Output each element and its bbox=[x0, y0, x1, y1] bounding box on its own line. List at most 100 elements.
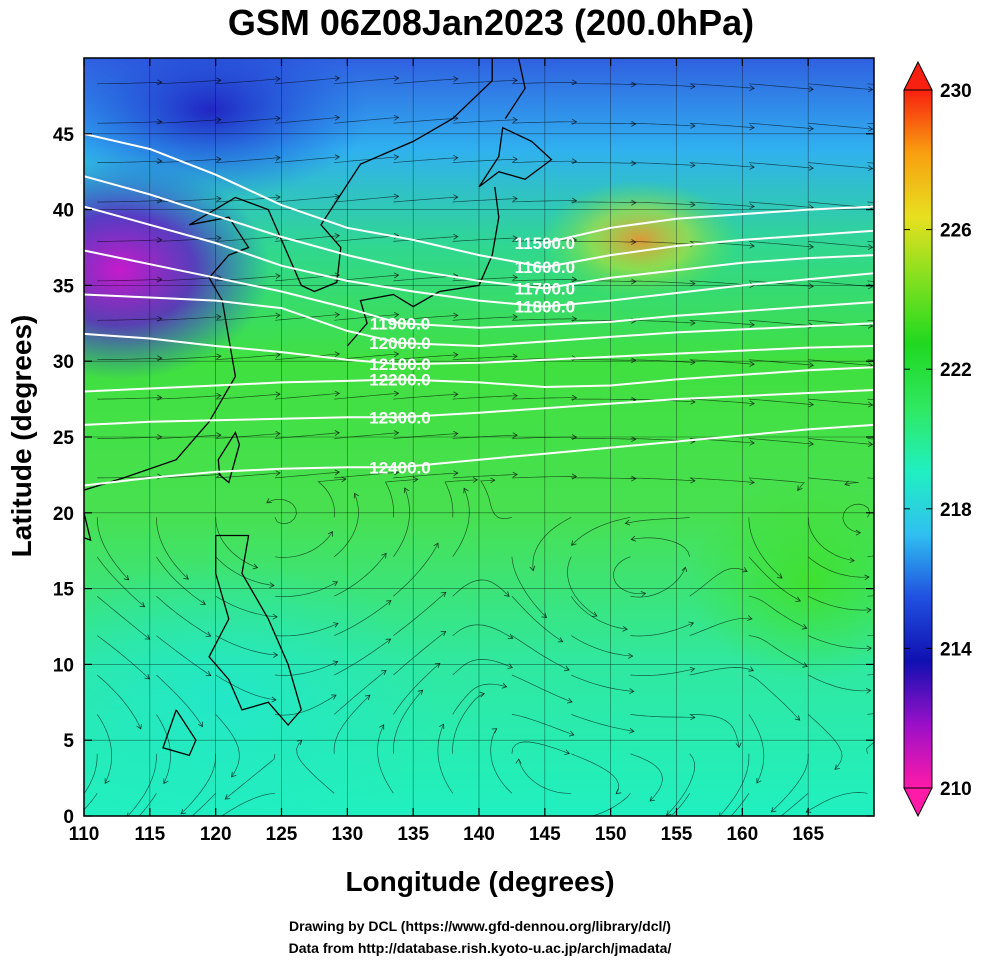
streamline bbox=[808, 359, 873, 366]
streamline-arrow bbox=[624, 519, 631, 526]
streamline-arrow bbox=[332, 660, 339, 666]
streamline bbox=[748, 83, 814, 90]
streamline bbox=[97, 239, 162, 242]
streamline bbox=[393, 433, 458, 439]
x-tick-label-110: 110 bbox=[69, 824, 100, 845]
streamline-arrow bbox=[216, 471, 222, 478]
streamline bbox=[613, 556, 646, 595]
streamline-arrow bbox=[665, 810, 672, 816]
colorbar-min-arrow bbox=[903, 787, 933, 818]
streamline-arrow bbox=[808, 243, 814, 250]
streamline bbox=[630, 477, 695, 482]
streamline bbox=[224, 753, 276, 800]
streamline bbox=[480, 479, 512, 519]
streamline-arrow bbox=[136, 723, 142, 730]
streamline bbox=[377, 724, 394, 794]
streamline-arrow bbox=[157, 434, 163, 441]
streamline bbox=[630, 280, 695, 285]
streamline-arrow bbox=[334, 311, 340, 318]
streamline-arrow bbox=[157, 237, 163, 243]
streamline bbox=[334, 235, 399, 242]
streamline bbox=[571, 83, 636, 85]
colorbar-tick-label-230: 230 bbox=[940, 81, 972, 102]
streamline-arrow bbox=[689, 666, 696, 673]
x-tick-155: 155 bbox=[661, 58, 693, 845]
streamline-arrow bbox=[742, 567, 748, 573]
streamline bbox=[630, 622, 694, 637]
streamline bbox=[393, 157, 458, 163]
streamline-arrow bbox=[749, 242, 755, 249]
contour-label-11800: 11800.0 bbox=[515, 298, 576, 317]
streamline bbox=[96, 674, 142, 730]
streamline-arrow bbox=[393, 430, 400, 436]
streamline-arrow bbox=[749, 282, 755, 289]
streamline bbox=[689, 359, 755, 365]
contour-11900 bbox=[84, 249, 874, 329]
streamline-arrow bbox=[200, 599, 206, 605]
streamline bbox=[571, 753, 619, 794]
streamline-arrow bbox=[866, 607, 872, 614]
streamline bbox=[452, 683, 507, 715]
streamline bbox=[334, 553, 387, 597]
streamline-arrow bbox=[157, 197, 163, 204]
streamline bbox=[96, 595, 151, 640]
x-tick-label-125: 125 bbox=[266, 824, 298, 845]
streamline-arrow bbox=[490, 477, 496, 484]
streamline-arrow bbox=[440, 630, 447, 637]
colorbar-tick-210: 210 bbox=[904, 779, 972, 800]
streamline-arrow bbox=[808, 125, 814, 132]
streamline bbox=[808, 635, 872, 649]
streamline-arrow bbox=[275, 430, 281, 437]
streamline bbox=[748, 635, 808, 667]
streamline-arrow bbox=[681, 566, 688, 573]
streamline-arrow bbox=[216, 392, 222, 399]
streamline-arrow bbox=[749, 124, 755, 131]
streamline-arrow bbox=[269, 582, 275, 589]
contour-label-12400: 12400.0 bbox=[369, 458, 430, 477]
streamline-arrow bbox=[266, 498, 272, 504]
streamline-arrow bbox=[866, 645, 872, 652]
streamline-arrow bbox=[529, 565, 536, 572]
colorbar: 210 214 218 222 226 230 bbox=[903, 60, 972, 818]
streamline-arrow bbox=[501, 682, 508, 689]
streamline-arrow bbox=[216, 235, 222, 242]
streamline bbox=[393, 487, 410, 557]
streamline-arrow bbox=[453, 391, 459, 398]
streamline-arrow bbox=[690, 280, 696, 287]
streamline-arrow bbox=[417, 689, 424, 696]
streamline-arrow bbox=[808, 164, 814, 171]
streamline bbox=[156, 316, 221, 321]
streamline-arrow bbox=[275, 76, 281, 82]
contour-12300 bbox=[84, 389, 874, 426]
streamline-arrow bbox=[453, 154, 459, 161]
streamline-arrow bbox=[163, 778, 169, 785]
streamline-arrow bbox=[393, 193, 400, 200]
streamline bbox=[156, 79, 221, 85]
streamline bbox=[571, 398, 636, 401]
streamline bbox=[274, 117, 340, 124]
streamline bbox=[748, 241, 814, 248]
streamline bbox=[334, 392, 399, 400]
y-tick-25: 25 bbox=[53, 428, 874, 449]
streamline-arrow bbox=[275, 352, 281, 358]
streamline-arrow bbox=[844, 480, 850, 487]
streamline bbox=[452, 474, 518, 479]
streamline bbox=[808, 319, 873, 327]
streamline-arrow bbox=[453, 233, 459, 240]
streamline-arrow bbox=[631, 475, 637, 482]
streamline bbox=[630, 83, 695, 87]
streamline-arrow bbox=[629, 727, 635, 734]
colorbar-tick-label-214: 214 bbox=[940, 639, 972, 660]
streamline bbox=[748, 595, 807, 629]
streamline-arrow bbox=[205, 631, 212, 637]
x-axis-ticks: 110 115 120 125 130 135 140 145 150 155 160 165 bbox=[69, 58, 824, 845]
y-tick-label-10: 10 bbox=[53, 655, 74, 676]
streamline-arrow bbox=[749, 439, 755, 446]
streamline bbox=[215, 314, 281, 321]
streamline bbox=[333, 670, 387, 715]
streamline bbox=[511, 714, 575, 736]
streamline bbox=[274, 77, 340, 85]
streamline bbox=[96, 714, 112, 784]
